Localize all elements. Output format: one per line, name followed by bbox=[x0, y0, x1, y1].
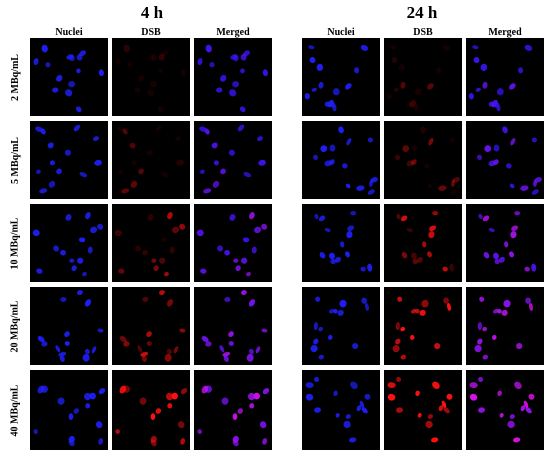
colhead-dsb-4h: DSB bbox=[141, 27, 161, 38]
nuclei-panel-20-24h bbox=[302, 287, 380, 365]
dsb-panel-5-24h bbox=[384, 121, 462, 199]
nuclei-panel-10-24h bbox=[302, 204, 380, 282]
dsb-panel-40-24h bbox=[384, 370, 462, 450]
title-24h: 24 h bbox=[406, 3, 438, 22]
dsb-panel-40-4h bbox=[112, 370, 190, 450]
dsb-panel-20-24h bbox=[384, 287, 462, 365]
dsb-panel-5-4h bbox=[112, 121, 190, 199]
title-4h: 4 h bbox=[140, 3, 164, 22]
merged-panel-10-4h bbox=[194, 204, 272, 282]
rowlabel-5: 5 MBq/mL bbox=[9, 136, 21, 184]
dsb-panel-10-24h bbox=[384, 204, 462, 282]
nuclei-panel-2-4h bbox=[30, 38, 108, 116]
rowlabel-10: 10 MBq/mL bbox=[9, 217, 21, 269]
nuclei-panel-10-4h bbox=[30, 204, 108, 282]
dsb-panel-10-4h bbox=[112, 204, 190, 282]
nuclei-panel-40-4h bbox=[30, 370, 108, 450]
dsb-panel-2-4h bbox=[112, 38, 190, 116]
colhead-dsb-24h: DSB bbox=[413, 27, 433, 38]
nuclei-panel-2-24h bbox=[302, 38, 380, 116]
nuclei-panel-5-24h bbox=[302, 121, 380, 199]
dsb-panel-20-4h bbox=[112, 287, 190, 365]
dsb-panel-2-24h bbox=[384, 38, 462, 116]
rowlabel-2: 2 MBq/mL bbox=[9, 53, 21, 101]
colhead-merged-24h: Merged bbox=[488, 27, 522, 38]
nuclei-panel-20-4h bbox=[30, 287, 108, 365]
merged-panel-40-4h bbox=[194, 370, 272, 450]
colhead-merged-4h: Merged bbox=[216, 27, 250, 38]
nuclei-panel-5-4h bbox=[30, 121, 108, 199]
merged-panel-10-24h bbox=[466, 204, 544, 282]
merged-panel-40-24h bbox=[466, 370, 544, 450]
merged-panel-20-24h bbox=[466, 287, 544, 365]
merged-panel-20-4h bbox=[194, 287, 272, 365]
colhead-nuclei-4h: Nuclei bbox=[55, 27, 83, 38]
rowlabel-20: 20 MBq/mL bbox=[9, 300, 21, 352]
merged-panel-2-24h bbox=[466, 38, 544, 116]
colhead-nuclei-24h: Nuclei bbox=[327, 27, 355, 38]
rowlabel-40: 40 MBq/mL bbox=[9, 384, 21, 436]
merged-panel-2-4h bbox=[194, 38, 272, 116]
merged-panel-5-4h bbox=[194, 121, 272, 199]
merged-panel-5-24h bbox=[466, 121, 544, 199]
nuclei-panel-40-24h bbox=[302, 370, 380, 450]
